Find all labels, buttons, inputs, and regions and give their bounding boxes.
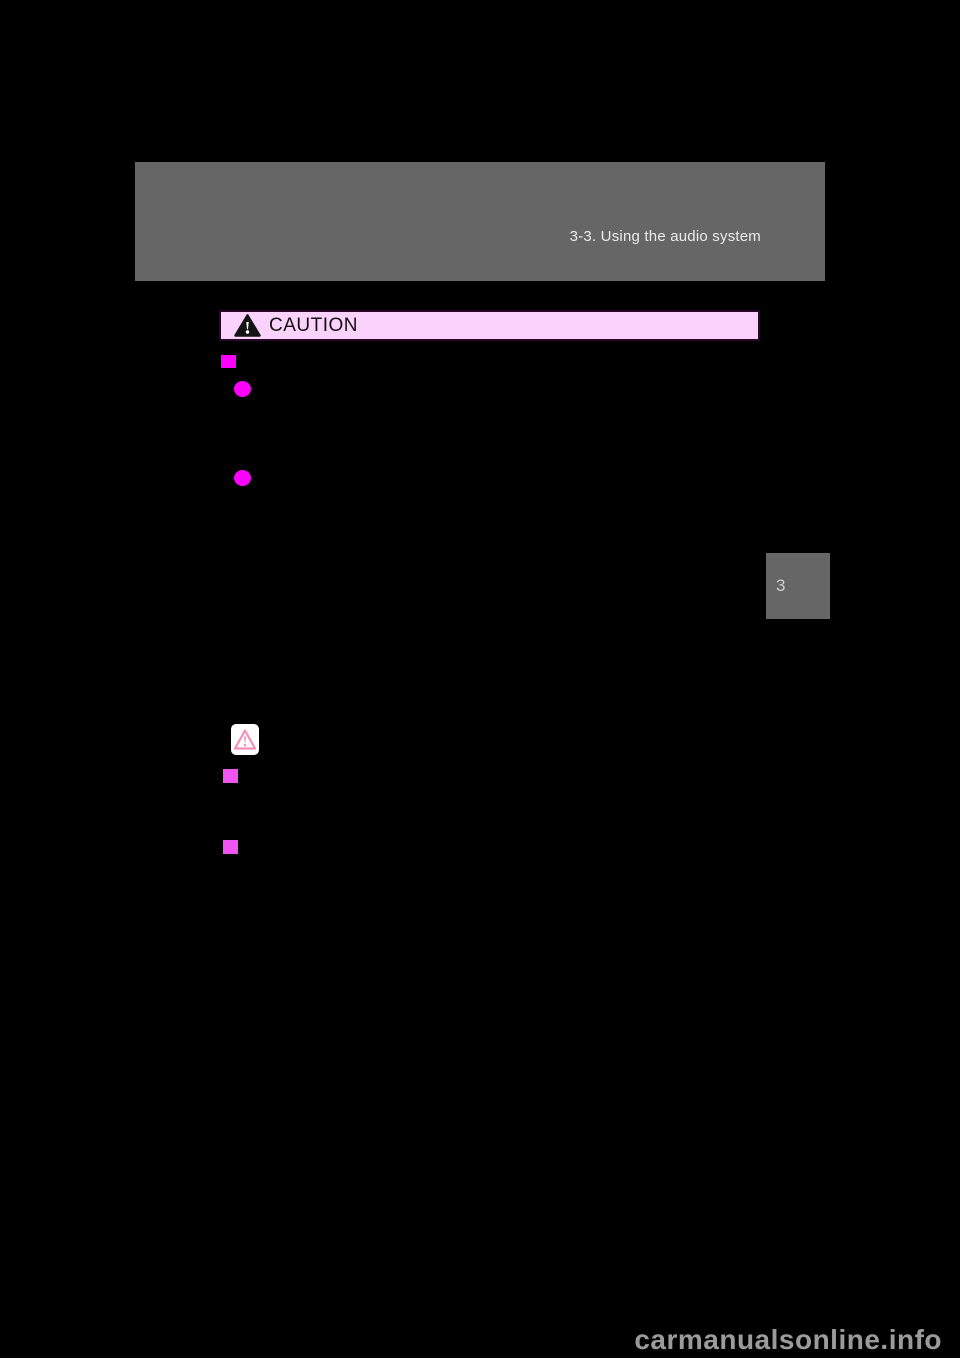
section-title: 3-3. Using the audio system [569, 228, 761, 245]
square-bullet [221, 355, 236, 368]
chapter-tab: 3 [766, 553, 830, 619]
caution-label: CAUTION [269, 315, 358, 336]
section-header: 3-3. Using the audio system [135, 162, 825, 281]
pink-square-bullet [223, 769, 238, 783]
round-bullet [234, 381, 251, 397]
pink-square-bullet [223, 840, 238, 854]
watermark: carmanualsonline.info [634, 1324, 942, 1355]
caution-banner: CAUTION [219, 310, 760, 341]
round-bullet [234, 470, 251, 486]
chapter-number: 3 [776, 576, 786, 595]
pink-warning-icon [231, 724, 259, 755]
warning-triangle-icon [234, 314, 261, 337]
warning-triangle-outline-icon [233, 729, 257, 750]
